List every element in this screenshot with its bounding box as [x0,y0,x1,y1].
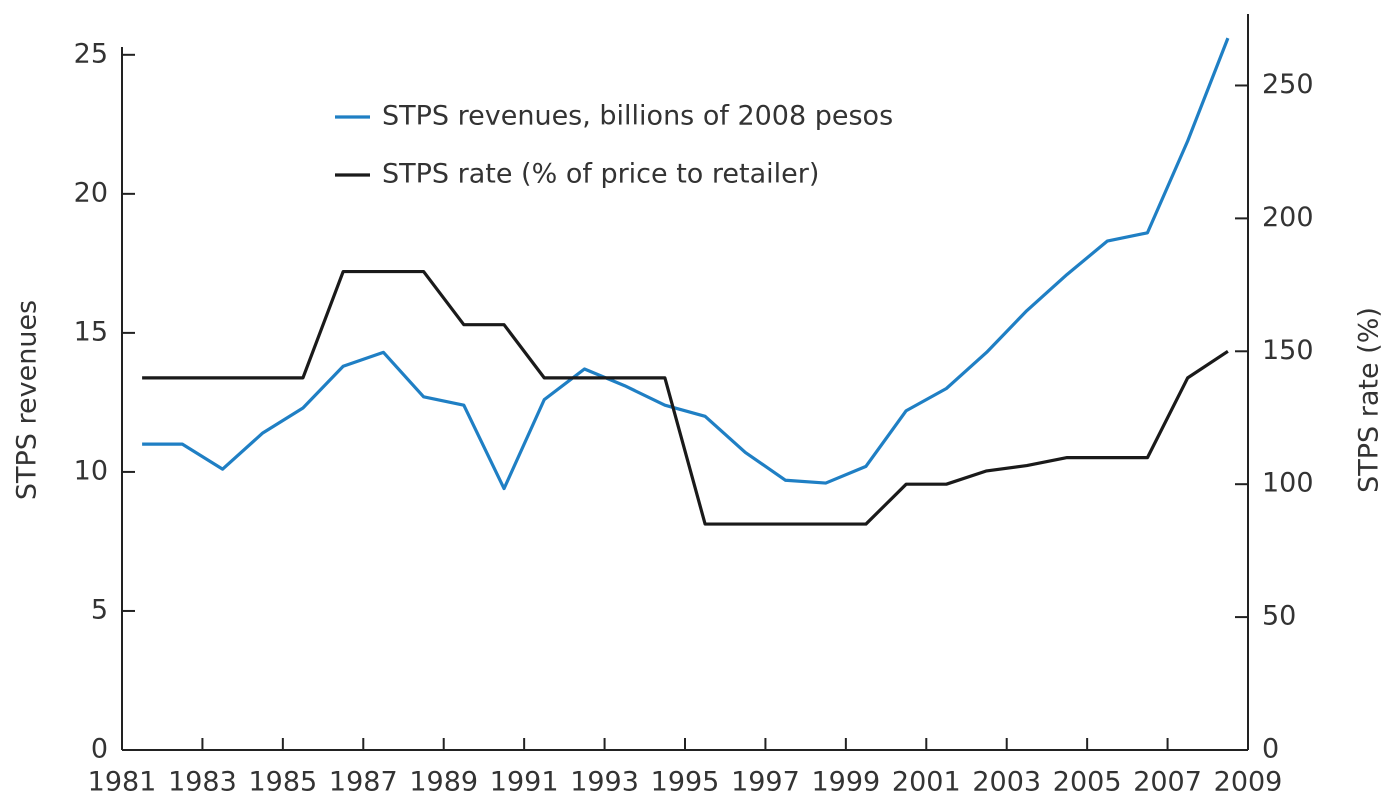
x-tick-label: 1999 [811,767,880,798]
y2-tick-label: 150 [1262,335,1314,366]
x-tick-label: 2009 [1214,767,1283,798]
y2-tick-label: 100 [1262,468,1314,499]
x-tick-label: 1997 [731,767,800,798]
y2-tick-label: 0 [1262,734,1279,765]
y2-tick-label: 250 [1262,69,1314,100]
y-axis-label: STPS revenues [12,300,43,500]
y-tick-label: 0 [91,734,108,765]
x-tick-label: 2003 [972,767,1041,798]
x-tick-label: 2001 [892,767,961,798]
series-line [142,269,1229,526]
x-tick-label: 2007 [1133,767,1202,798]
series-line [142,37,1230,491]
y-tick-label: 5 [91,594,108,625]
x-tick-label: 1989 [409,767,478,798]
y-tick-label: 20 [74,177,108,208]
x-tick-label: 1991 [490,767,559,798]
y2-tick-label: 200 [1262,202,1314,233]
y-tick-label: 25 [74,38,108,69]
y2-axis-label: STPS rate (%) [1354,307,1385,493]
y-tick-label: 10 [74,455,108,486]
x-tick-label: 1993 [570,767,639,798]
x-tick-label: 1987 [329,767,398,798]
x-tick-label: 1995 [651,767,720,798]
x-tick-label: 1983 [168,767,237,798]
legend-label: STPS rate (% of price to retailer) [382,159,819,190]
x-tick-label: 1981 [88,767,157,798]
legend-label: STPS revenues, billions of 2008 pesos [382,101,893,132]
y2-tick-label: 50 [1262,601,1296,632]
x-tick-label: 2005 [1053,767,1122,798]
x-tick-label: 1985 [248,767,317,798]
y-tick-label: 15 [74,316,108,347]
